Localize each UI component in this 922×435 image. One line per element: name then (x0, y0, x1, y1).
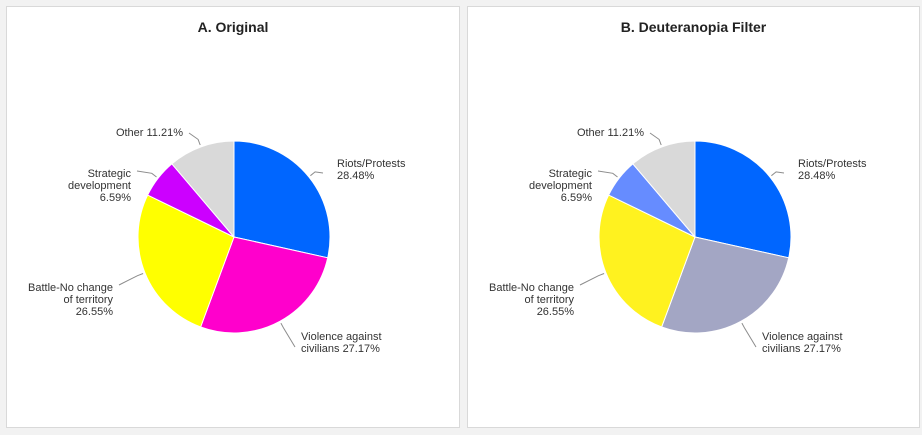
slice-label: Battle-No change of territory 26.55% (28, 282, 113, 318)
leader-line (597, 170, 618, 178)
slice-label: Other 11.21% (577, 127, 644, 139)
pie-slice-battle-no-change-of-territory (137, 194, 235, 328)
slice-label: Riots/Protests 28.48% (798, 158, 867, 182)
pie-chart-original: Riots/Protests 28.48% Violence against civi… (28, 127, 406, 355)
chart-panel-deuteranopia: B. Deuteranopia Filter Riots/Protests 28.… (467, 6, 920, 428)
slice-label: Strategic development 6.59% (529, 168, 592, 204)
chart-title: A. Original (197, 19, 269, 35)
leader-line (136, 170, 157, 178)
leader-line (771, 171, 785, 177)
leader-line (118, 273, 144, 286)
pie-slice-battle-no-change-of-territory (598, 194, 696, 328)
slice-label: Violence against civilians 27.17% (301, 331, 382, 355)
pie-slice-other (632, 140, 696, 239)
slice-label: Strategic development 6.59% (68, 168, 131, 204)
chart-panel-original: A. Original Riots/Protests 28.48% Violence… (6, 6, 460, 428)
slice-label: Riots/Protests 28.48% (337, 158, 406, 182)
pie-chart-deuteranopia: Riots/Protests 28.48% Violence against civi… (489, 127, 867, 355)
pie-slice-violence-against-civilians (199, 236, 329, 334)
chart-title: B. Deuteranopia Filter (620, 19, 767, 35)
pie-slice-other (171, 140, 235, 239)
leader-line (310, 171, 324, 177)
leader-line (188, 132, 201, 146)
leader-line (741, 322, 757, 348)
pie-slice-violence-against-civilians (660, 236, 790, 334)
slice-label: Other 11.21% (116, 127, 183, 139)
pie-slice-riots-protests (233, 140, 331, 259)
slice-label: Violence against civilians 27.17% (762, 331, 843, 355)
slice-label: Battle-No change of territory 26.55% (489, 282, 574, 318)
leader-line (280, 322, 296, 348)
leader-line (579, 273, 605, 286)
pie-slice-riots-protests (694, 140, 792, 259)
leader-line (649, 132, 662, 146)
